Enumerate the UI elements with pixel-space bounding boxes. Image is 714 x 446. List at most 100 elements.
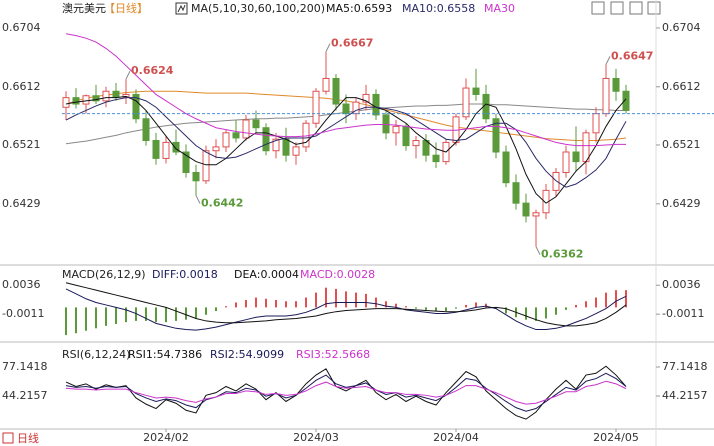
macd-bar: [335, 288, 337, 308]
candle-body: [512, 182, 520, 204]
macd-bar: [345, 291, 347, 308]
y-tick-label-left: 0.6429: [2, 197, 41, 210]
y-tick-label-left: 77.1418: [2, 360, 48, 373]
y-tick-label-left: 0.6612: [2, 80, 41, 93]
candle-body: [222, 132, 230, 148]
macd-bar: [365, 293, 367, 308]
candle-body: [262, 127, 270, 152]
tool-button[interactable]: [591, 1, 605, 15]
macd-bar: [385, 301, 387, 308]
macd-bar: [495, 307, 497, 309]
candle-body: [112, 90, 120, 98]
macd-bar: [445, 307, 447, 312]
candle-body: [92, 95, 100, 102]
candle-body: [472, 87, 480, 95]
y-tick-label: 44.2157: [662, 389, 708, 402]
tool-button[interactable]: [629, 1, 643, 15]
candle-body: [152, 140, 160, 159]
candle-body: [492, 118, 500, 153]
legend-entry: RSI2:54.9099: [210, 348, 284, 361]
indicator-line: [65, 97, 627, 188]
macd-bar: [505, 307, 507, 314]
macd-bar: [255, 297, 257, 308]
candle-body: [82, 95, 90, 105]
macd-bar: [595, 297, 597, 308]
annotation: 0.6362: [541, 248, 583, 261]
macd-bar: [325, 287, 327, 308]
macd-bar: [425, 307, 427, 310]
indicator-line: [65, 282, 627, 327]
candle-body: [402, 125, 410, 147]
period[interactable]: 【日线】: [104, 1, 148, 15]
macd-bar: [475, 302, 477, 308]
legend-entry: MA10:0.6558: [402, 2, 475, 15]
macd-bar: [545, 307, 547, 319]
macd-bar: [455, 307, 457, 309]
candle-body: [232, 132, 240, 139]
period-icon[interactable]: [2, 432, 14, 444]
annotation: 0.6667: [331, 37, 373, 50]
tool-button[interactable]: [647, 1, 661, 15]
candle-body: [622, 90, 630, 111]
candle-body: [572, 151, 580, 163]
y-tick-label-left: 0.6704: [2, 21, 41, 34]
x-tick-label: 2024/05: [593, 431, 639, 444]
legend-entry: MACD:0.0028: [300, 268, 375, 281]
tool-button[interactable]: [610, 1, 624, 15]
candle-body: [62, 97, 70, 108]
macd-bar: [285, 301, 287, 308]
macd-bar: [105, 307, 107, 326]
macd-bar: [535, 307, 537, 321]
ma-icon[interactable]: [175, 2, 188, 15]
macd-bar: [615, 290, 617, 308]
macd-bar: [75, 307, 77, 334]
ma-label: MA(5,10,30,60,100,200): [191, 2, 325, 15]
annotation: 0.6647: [611, 49, 653, 62]
candle-body: [192, 171, 200, 182]
candle-body: [522, 202, 530, 217]
candle-body: [142, 118, 150, 142]
macd-bar: [175, 307, 177, 321]
macd-bar: [235, 302, 237, 308]
toolbar: [591, 1, 661, 15]
macd-bar: [355, 292, 357, 308]
macd-bar: [205, 307, 207, 315]
macd-bar: [465, 304, 467, 308]
macd-bar: [225, 306, 227, 308]
panel-title: MACD(26,12,9): [62, 268, 146, 281]
macd-bar: [605, 292, 607, 308]
macd-bar: [575, 304, 577, 308]
y-tick-label: -0.0011: [662, 307, 704, 320]
macd-bar: [525, 307, 527, 320]
candle-body: [502, 151, 510, 184]
y-tick-label: 0.0036: [662, 278, 701, 291]
candle-body: [352, 101, 360, 115]
indicator-line: [65, 288, 627, 331]
indicator-line: [65, 365, 627, 420]
footer-period[interactable]: 日线: [17, 431, 39, 445]
macd-bar: [305, 297, 307, 308]
annotation-leader: [325, 43, 331, 52]
candle-body: [342, 103, 350, 115]
candle-body: [332, 77, 340, 105]
candle-body: [322, 77, 330, 92]
y-tick-label-left: -0.0011: [2, 307, 44, 320]
candle-body: [162, 141, 170, 159]
y-tick-label-left: 0.6521: [2, 138, 41, 151]
candle-body: [172, 141, 180, 153]
x-tick-label: 2024/03: [293, 431, 339, 444]
macd-bar: [275, 300, 277, 308]
annotation: 0.6624: [131, 64, 174, 77]
x-tick-label: 2024/02: [143, 431, 189, 444]
candle-body: [212, 146, 220, 152]
annotation-leader: [605, 56, 611, 65]
candle-body: [202, 150, 210, 182]
macd-bar: [195, 307, 197, 319]
symbol: 澳元美元: [62, 2, 106, 15]
candle-body: [272, 138, 280, 152]
annotation: 0.6442: [201, 196, 243, 209]
macd-bar: [145, 307, 147, 321]
candle-body: [282, 138, 290, 156]
candle-body: [592, 113, 600, 134]
